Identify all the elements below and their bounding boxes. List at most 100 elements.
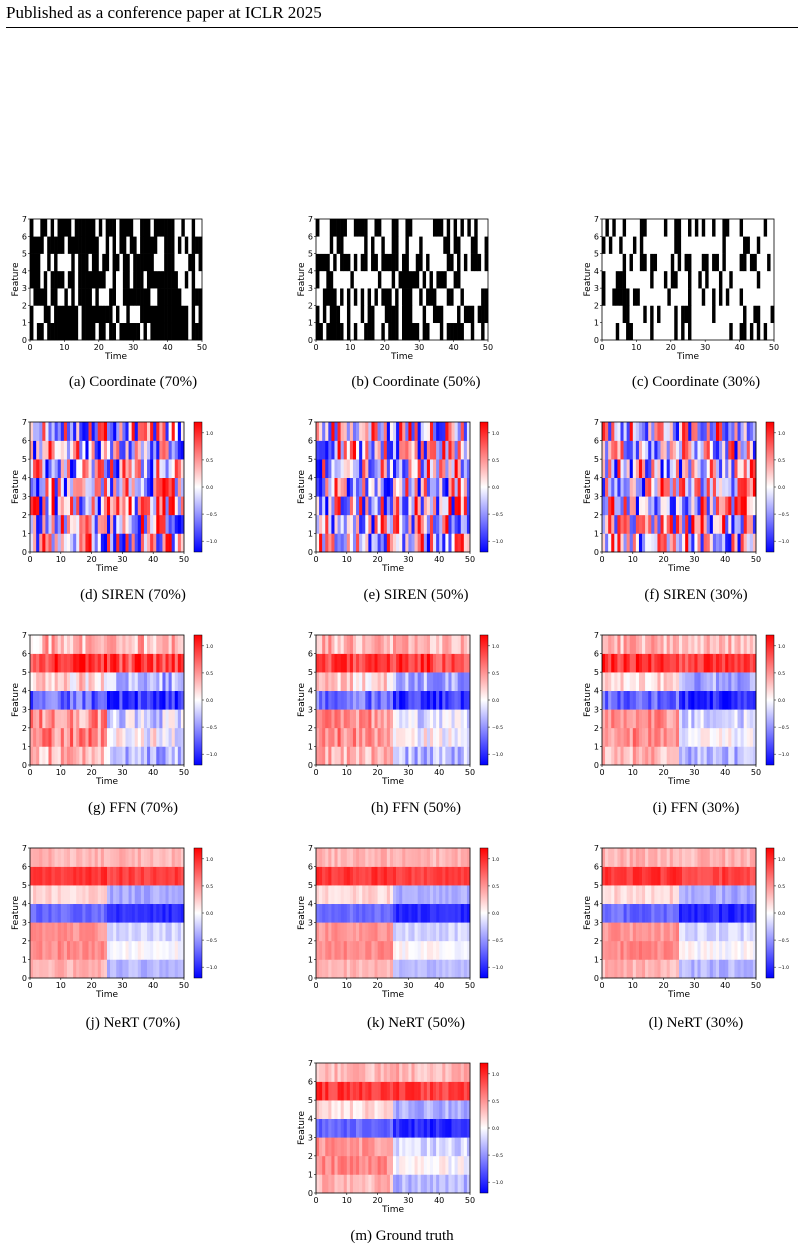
heatmap-cell [743, 903, 748, 923]
heatmap-cell [439, 236, 444, 254]
heatmap-cell [415, 305, 420, 324]
heatmap-cell [698, 236, 703, 254]
heatmap-cell [171, 709, 176, 729]
heatmap-cell [147, 477, 151, 497]
heatmap-cell [749, 533, 754, 553]
heatmap-cell [340, 270, 344, 289]
heatmap-cell [340, 727, 345, 747]
heatmap-cell [88, 253, 93, 272]
heatmap-cell [457, 885, 462, 905]
heatmap-cell [451, 1137, 455, 1157]
heatmap-cell [153, 219, 158, 237]
heatmap-cell [439, 305, 444, 324]
heatmap-cell [423, 690, 428, 710]
heatmap-cell [657, 219, 661, 237]
heatmap-cell [734, 727, 738, 747]
heatmap-cell [706, 848, 711, 867]
heatmap-cell [715, 940, 720, 960]
heatmap-cell [419, 322, 423, 341]
heatmap-cell [146, 305, 151, 324]
heatmap-cell [688, 727, 692, 747]
heatmap-cell [340, 305, 344, 324]
heatmap-cell [364, 270, 368, 289]
heatmap-cell [365, 885, 369, 905]
heatmap-cell [85, 422, 89, 441]
heatmap-cell [331, 885, 335, 905]
heatmap-cell [122, 305, 127, 324]
heatmap-cell [466, 885, 471, 905]
heatmap-cell [174, 635, 179, 654]
heatmap-cell [629, 533, 634, 553]
colorbar-tick-label: 1.0 [778, 644, 785, 650]
heatmap-cell [442, 477, 446, 497]
heatmap-cell [116, 848, 120, 867]
x-tick-label: 50 [483, 343, 493, 352]
heatmap-cell [423, 1137, 428, 1157]
heatmap-cell [682, 903, 686, 923]
heatmap-cell [100, 653, 105, 673]
heatmap-cell [371, 459, 375, 479]
heatmap-cell [703, 848, 708, 867]
y-tick-label: 0 [594, 548, 599, 557]
heatmap-cell [448, 690, 452, 710]
heatmap-cell [131, 848, 136, 867]
heatmap-cell [171, 305, 175, 324]
heatmap-cell [663, 288, 668, 306]
heatmap-cell [73, 440, 77, 460]
heatmap-cell [374, 459, 378, 479]
heatmap-cell [340, 959, 345, 979]
heatmap-cell [328, 1118, 332, 1138]
heatmap-cell [328, 727, 332, 747]
heatmap-cell [30, 459, 34, 479]
heatmap-cell [697, 514, 701, 534]
heatmap-cell [85, 236, 89, 254]
heatmap-cell [433, 514, 437, 534]
heatmap-cell [622, 219, 627, 237]
colorbar-tick-label: 0.0 [492, 698, 499, 704]
heatmap-cell [743, 322, 747, 341]
heatmap-cell [629, 288, 634, 306]
heatmap-cell [356, 1081, 360, 1101]
heatmap-cell [94, 866, 99, 886]
heatmap-cell [365, 477, 369, 497]
heatmap-cell [396, 672, 400, 692]
heatmap-cell [635, 459, 640, 479]
heatmap-cell [703, 496, 708, 516]
heatmap-cell [743, 940, 748, 960]
heatmap-cell [411, 496, 415, 516]
heatmap-cell [642, 746, 646, 766]
heatmap-cell [396, 653, 400, 673]
heatmap-cell [715, 746, 720, 766]
heatmap-cell [119, 219, 124, 237]
heatmap-cell [177, 533, 182, 553]
heatmap-cell [411, 1118, 415, 1138]
heatmap-cell [153, 866, 157, 886]
x-axis-label: Time [381, 990, 404, 1000]
heatmap-cell [365, 848, 369, 867]
heatmap-cell [623, 533, 627, 553]
heatmap-cell [174, 219, 179, 237]
heatmap-cell [611, 885, 615, 905]
heatmap-cell [703, 690, 708, 710]
heatmap-cell [679, 672, 683, 692]
heatmap-cell [383, 1118, 388, 1138]
heatmap-cell [165, 477, 169, 497]
heatmap-cell [396, 885, 400, 905]
heatmap-cell [436, 1155, 440, 1175]
heatmap-cell [365, 940, 369, 960]
heatmap-cell [63, 496, 68, 516]
heatmap-cell [638, 440, 643, 460]
heatmap-cell [408, 1137, 412, 1157]
heatmap-cell [463, 236, 468, 254]
heatmap-cell [439, 533, 443, 553]
heatmap-cell [103, 672, 108, 692]
heatmap-cell [328, 885, 332, 905]
heatmap-cell [746, 496, 751, 516]
heatmap-cell [426, 459, 431, 479]
heatmap-cell [78, 253, 82, 272]
heatmap-cell [703, 727, 708, 747]
heatmap-cell [436, 422, 440, 441]
heatmap-cell [657, 959, 661, 979]
heatmap-cell [319, 219, 324, 237]
heatmap-cell [643, 219, 648, 237]
